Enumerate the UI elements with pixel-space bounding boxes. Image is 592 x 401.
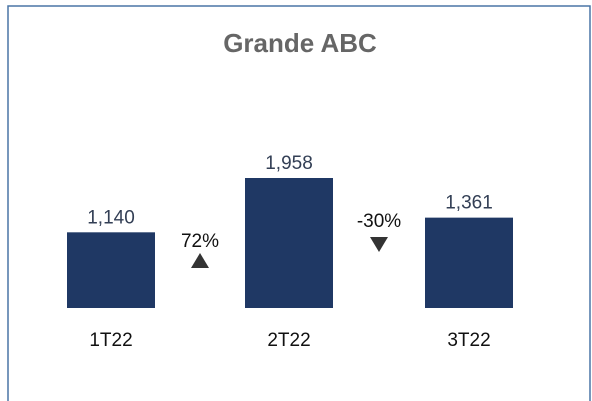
value-label: 1,361 [445,193,493,214]
frame [7,5,591,401]
value-label: 1,140 [87,207,135,228]
bar [425,217,513,308]
change-label: 72% [181,231,219,252]
arrow-up [191,253,209,268]
arrow-down [370,237,388,252]
x-tick-label: 3T22 [447,330,490,351]
chart-title: Grande ABC [223,28,377,58]
bar [67,232,155,308]
change-label: -30% [357,211,401,232]
value-label: 1,958 [265,153,313,174]
x-tick-label: 2T22 [267,330,310,351]
x-tick-label: 1T22 [89,330,132,351]
bar [245,178,333,308]
